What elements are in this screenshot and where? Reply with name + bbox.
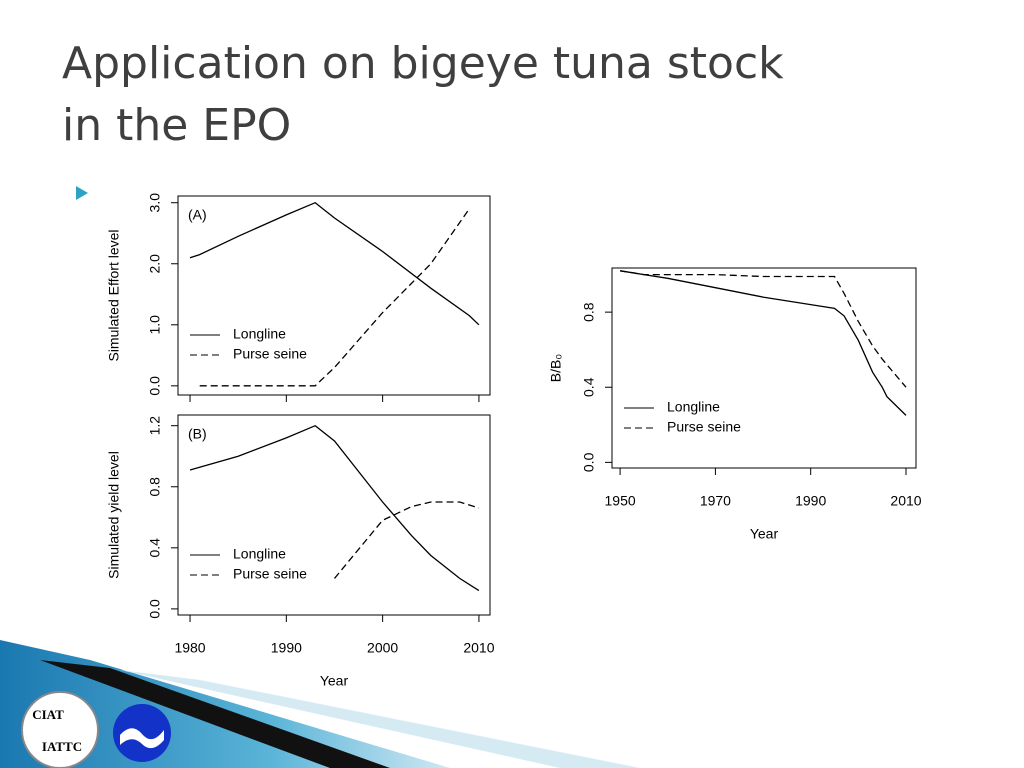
logo-wave <box>120 728 164 749</box>
y-axis-label: Simulated Effort level <box>106 229 122 361</box>
y-tick-label: 0.8 <box>147 477 163 497</box>
y-tick-label: 2.0 <box>147 254 163 274</box>
x-tick-label: 1990 <box>795 493 826 509</box>
decoration-stripe <box>40 660 390 768</box>
x-tick-label: 1970 <box>700 493 731 509</box>
panel-label: (A) <box>188 207 207 223</box>
y-axis-label: B/B₀ <box>548 354 564 383</box>
series-line <box>189 424 480 592</box>
y-tick-label: 0.4 <box>581 377 597 397</box>
legend-label: Longline <box>667 399 720 415</box>
legend-label: Purse seine <box>667 419 741 435</box>
y-tick-label: 0.0 <box>147 599 163 619</box>
x-tick-label: 1980 <box>174 640 205 656</box>
y-tick-label: 0.8 <box>581 302 597 322</box>
legend-label: Longline <box>233 546 286 562</box>
y-tick-label: 0.4 <box>147 538 163 558</box>
decoration-stripe-light <box>120 670 640 768</box>
y-axis-label: Simulated yield level <box>106 451 122 579</box>
x-tick-label: 1950 <box>605 493 636 509</box>
y-tick-label: 1.2 <box>147 416 163 436</box>
y-tick-label: 0.0 <box>581 452 597 472</box>
y-tick-label: 3.0 <box>147 193 163 213</box>
logo-ciat <box>21 691 99 768</box>
plot-frame <box>177 195 491 396</box>
series-line <box>189 201 480 326</box>
x-tick-label: 2000 <box>367 640 398 656</box>
plot-frame <box>177 414 491 616</box>
y-tick-label: 0.0 <box>147 376 163 396</box>
slide-title: Application on bigeye tuna stock in the E… <box>62 38 784 151</box>
bullet <box>76 186 88 200</box>
logo-text: CIAT <box>32 707 64 722</box>
x-tick-label: 1990 <box>271 640 302 656</box>
series-line <box>619 270 907 388</box>
legend-label: Purse seine <box>233 566 307 582</box>
series-line <box>333 501 480 579</box>
plot-frame <box>611 267 917 469</box>
y-tick-label: 1.0 <box>147 315 163 335</box>
legend-label: Longline <box>233 326 286 342</box>
panel-label: (B) <box>188 426 207 442</box>
x-tick-label: 2010 <box>890 493 921 509</box>
logo-text: IATTC <box>42 739 82 754</box>
x-axis-label: Year <box>750 526 779 542</box>
legend-label: Purse seine <box>233 346 307 362</box>
logo-noaa <box>113 704 171 762</box>
x-axis-label: Year <box>320 673 349 689</box>
series-line <box>619 270 907 416</box>
x-tick-label: 2010 <box>463 640 494 656</box>
series-line <box>199 208 470 387</box>
